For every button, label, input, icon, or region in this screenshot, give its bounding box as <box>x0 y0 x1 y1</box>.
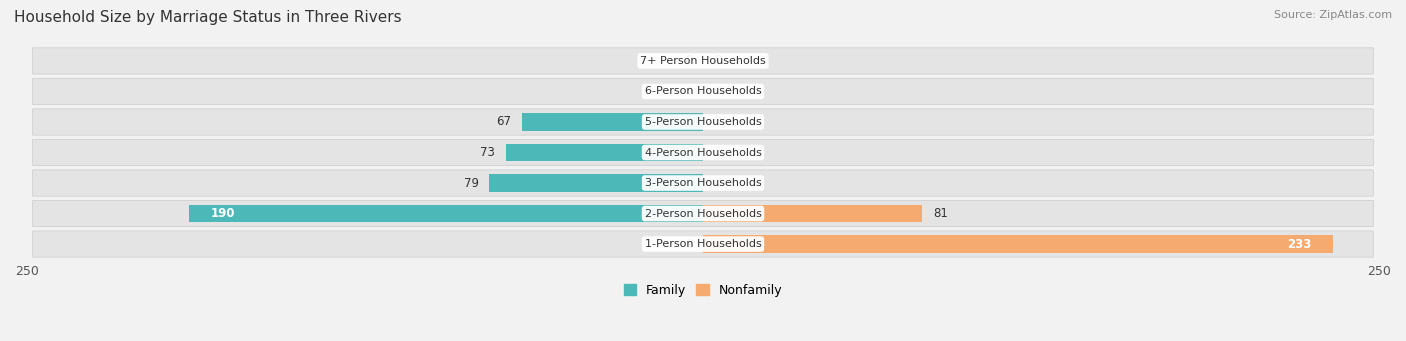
Text: 0: 0 <box>685 238 692 251</box>
Text: 1-Person Households: 1-Person Households <box>644 239 762 249</box>
Legend: Family, Nonfamily: Family, Nonfamily <box>619 279 787 302</box>
FancyBboxPatch shape <box>32 231 1374 257</box>
FancyBboxPatch shape <box>32 201 1374 227</box>
Text: 5-Person Households: 5-Person Households <box>644 117 762 127</box>
Bar <box>489 174 703 192</box>
Text: 0: 0 <box>685 55 692 68</box>
Bar <box>190 205 703 222</box>
FancyBboxPatch shape <box>32 48 1374 74</box>
Text: 7+ Person Households: 7+ Person Households <box>640 56 766 66</box>
Text: 0: 0 <box>714 146 721 159</box>
FancyBboxPatch shape <box>32 170 1374 196</box>
Bar <box>522 113 703 131</box>
Text: 73: 73 <box>479 146 495 159</box>
FancyBboxPatch shape <box>32 139 1374 166</box>
Bar <box>703 205 922 222</box>
Text: 67: 67 <box>496 116 510 129</box>
Text: 0: 0 <box>714 55 721 68</box>
Text: 0: 0 <box>714 116 721 129</box>
Text: 6-Person Households: 6-Person Households <box>644 87 762 97</box>
Text: 3-Person Households: 3-Person Households <box>644 178 762 188</box>
Text: 190: 190 <box>211 207 235 220</box>
Text: 0: 0 <box>714 85 721 98</box>
Text: Household Size by Marriage Status in Three Rivers: Household Size by Marriage Status in Thr… <box>14 10 402 25</box>
Text: 233: 233 <box>1286 238 1312 251</box>
Text: 2-Person Households: 2-Person Households <box>644 209 762 219</box>
Text: 0: 0 <box>714 177 721 190</box>
Text: Source: ZipAtlas.com: Source: ZipAtlas.com <box>1274 10 1392 20</box>
Text: 81: 81 <box>932 207 948 220</box>
Bar <box>703 235 1333 253</box>
Text: 79: 79 <box>464 177 478 190</box>
Bar <box>506 144 703 161</box>
Text: 4-Person Households: 4-Person Households <box>644 148 762 158</box>
FancyBboxPatch shape <box>32 109 1374 135</box>
Text: 0: 0 <box>685 85 692 98</box>
FancyBboxPatch shape <box>32 78 1374 105</box>
